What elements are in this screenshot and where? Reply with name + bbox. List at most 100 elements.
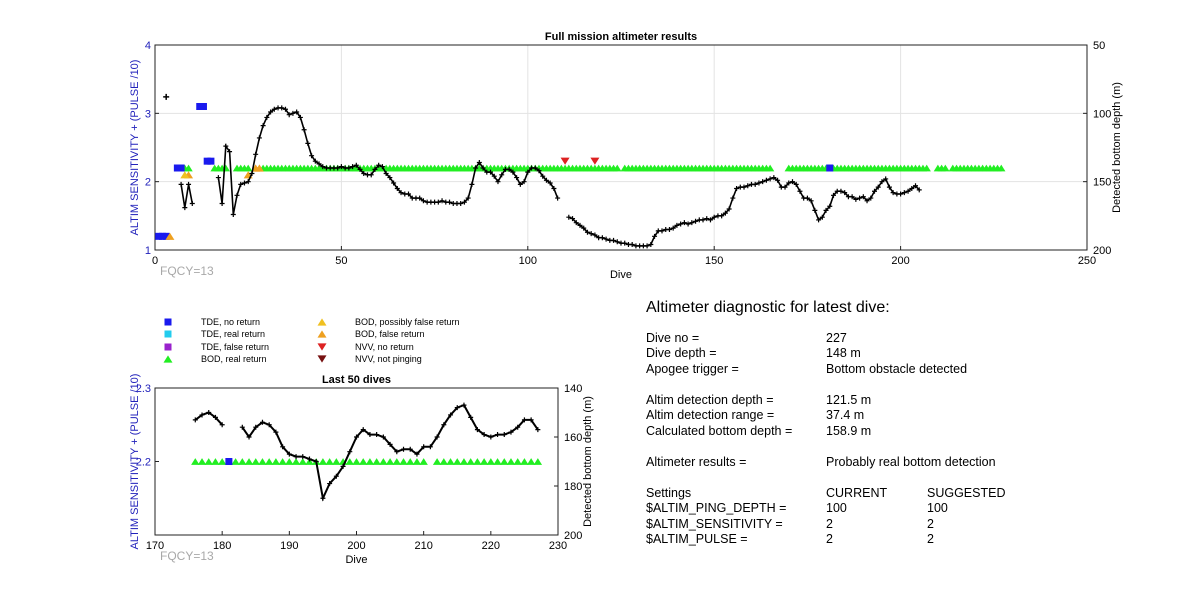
depth-point <box>273 429 279 435</box>
depth-point <box>771 175 777 181</box>
bod-real-return-marker <box>325 458 334 465</box>
depth-point <box>570 216 576 222</box>
bod-real-return-marker <box>432 458 442 465</box>
depth-point <box>458 201 464 207</box>
depth-point <box>394 449 400 455</box>
altimeter-diagnostic-panel: Altimeter diagnostic for latest dive: Di… <box>646 300 1006 548</box>
depth-point <box>827 203 833 209</box>
depth-point <box>350 164 356 170</box>
depth-point <box>532 165 538 171</box>
depth-point <box>763 177 769 183</box>
depth-point <box>517 181 523 187</box>
bod-real-return-marker <box>473 458 482 465</box>
legend-triangle-down-icon <box>317 343 327 351</box>
depth-point <box>312 158 318 164</box>
depth-point <box>741 184 747 190</box>
legend-label: TDE, no return <box>201 317 260 327</box>
bod-real-return-marker <box>264 458 274 465</box>
depth-point <box>495 432 501 438</box>
depth-point <box>756 180 762 186</box>
x-tick-label: 50 <box>335 255 347 267</box>
depth-point <box>353 162 359 168</box>
depth-point <box>499 172 505 178</box>
depth-point <box>313 459 319 464</box>
depth-point <box>864 198 870 204</box>
depth-point <box>614 239 620 245</box>
depth-line <box>241 403 539 502</box>
depth-point <box>905 188 911 194</box>
x-tick-label: 250 <box>1078 255 1096 267</box>
settings-label: Settings <box>646 485 692 500</box>
bod-real-return-marker <box>500 458 509 465</box>
depth-point <box>380 434 386 440</box>
settings-header-row: Settings CURRENT SUGGESTED <box>646 485 1006 502</box>
depth-point <box>838 188 844 194</box>
depth-point <box>407 446 413 452</box>
depth-point <box>379 164 385 170</box>
depth-point <box>279 105 285 111</box>
bod-real-return-marker <box>453 458 462 465</box>
depth-point <box>495 179 501 185</box>
depth-point <box>700 217 706 223</box>
tde-no-return-marker <box>225 458 233 465</box>
x-tick-label: 0 <box>152 255 158 267</box>
diagnostic-value: Bottom obstacle detected <box>826 361 968 376</box>
depth-point <box>515 424 521 430</box>
diagnostic-value: 227 <box>826 330 847 345</box>
bod-real-return-marker <box>318 458 328 465</box>
diagnostic-value: 148 m <box>826 346 861 360</box>
chart-title: Last 50 dives <box>322 374 391 386</box>
depth-point <box>883 176 889 182</box>
depth-point <box>603 236 609 242</box>
tde-no-return-marker <box>162 232 170 240</box>
depth-point <box>730 195 736 201</box>
bod-real-return-marker <box>231 458 240 465</box>
depth-point <box>241 180 247 186</box>
depth-point <box>913 183 919 189</box>
tde-no-return-marker <box>177 164 185 172</box>
depth-point <box>223 143 229 149</box>
depth-point <box>901 190 907 196</box>
depth-point <box>797 188 803 194</box>
depth-point <box>659 228 665 234</box>
x-tick-label: 180 <box>213 540 231 552</box>
x-tick-label: 220 <box>482 540 500 552</box>
depth-point <box>566 214 572 220</box>
depth-point <box>644 243 650 249</box>
depth-point <box>206 410 212 415</box>
bod-real-return-marker <box>184 164 193 172</box>
depth-point <box>789 179 795 185</box>
tde-no-return-marker <box>207 157 215 165</box>
bod-real-return-marker <box>412 458 422 465</box>
diagnostic-row: Altim detection depth = 121.5 m <box>646 393 890 409</box>
depth-point <box>540 173 546 179</box>
depth-point <box>674 222 680 228</box>
legend-label: NVV, no return <box>355 342 414 352</box>
bod-real-return-marker <box>399 458 408 465</box>
depth-point <box>439 198 445 204</box>
depth-point <box>189 201 195 207</box>
y-axis-label: ALTIM SENSITIVITY + (PULSE /10) <box>129 374 141 550</box>
bod-real-return-marker <box>941 164 950 172</box>
depth-point <box>588 231 594 237</box>
depth-point <box>427 444 433 450</box>
bod-real-return-marker <box>406 458 415 465</box>
legend-square-icon <box>164 318 172 326</box>
bod-real-return-marker <box>278 458 287 465</box>
bod-real-return-marker <box>359 458 368 465</box>
depth-point <box>230 211 236 217</box>
legend-square-icon <box>164 343 172 351</box>
diagnostic-label: Altim detection range = <box>646 408 775 422</box>
depth-point <box>480 165 486 171</box>
y2-tick-label: 100 <box>1093 108 1111 120</box>
depth-point <box>268 109 274 115</box>
depth-point <box>260 123 266 129</box>
depth-point <box>573 220 579 226</box>
x-axis-label: Dive <box>610 269 632 281</box>
diagnostic-current: 2 <box>826 516 833 531</box>
diagnostic-row: Altim detection range = 37.4 m <box>646 408 890 424</box>
depth-point <box>681 220 687 226</box>
bod-real-return-marker <box>251 458 260 465</box>
nvv-no-return-marker <box>590 157 600 165</box>
bod-real-return-marker <box>332 458 341 465</box>
